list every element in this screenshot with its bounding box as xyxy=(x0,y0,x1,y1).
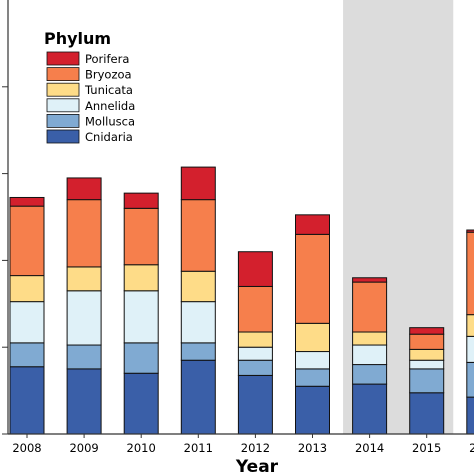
bar-2008-mollusca xyxy=(9,342,45,368)
bar-2009-tunicata xyxy=(66,266,102,292)
x-tick-label-2012: 2012 xyxy=(241,441,270,455)
legend-title: Phylum xyxy=(44,29,111,48)
x-tick-label-2015: 2015 xyxy=(412,441,441,455)
bar-2009-annelida xyxy=(66,290,102,346)
axes xyxy=(2,0,474,438)
bars xyxy=(9,166,474,435)
bar-2013-tunicata xyxy=(295,322,330,353)
bar-2013-annelida xyxy=(295,351,330,370)
bar-2010-porifera xyxy=(123,192,159,209)
bar-2008-annelida xyxy=(9,301,45,344)
x-tick-label-2014: 2014 xyxy=(355,441,384,455)
bar-2014-tunicata xyxy=(352,331,388,346)
bar-2009-cnidaria xyxy=(66,368,102,435)
bar-2015-bryozoa xyxy=(409,333,445,350)
bar-2016-cnidaria xyxy=(466,396,474,435)
bar-2008-bryozoa xyxy=(9,205,45,277)
legend-swatch-tunicata xyxy=(46,82,80,97)
bar-2012-annelida xyxy=(237,346,273,361)
x-tick-labels: 2008200920102011201220132014201520162017… xyxy=(12,441,474,455)
bar-2014-cnidaria xyxy=(352,383,388,435)
x-tick-label-2008: 2008 xyxy=(12,441,41,455)
legend-label-tunicata: Tunicata xyxy=(84,83,133,97)
bar-2012-tunicata xyxy=(237,331,273,348)
bar-2012-cnidaria xyxy=(237,374,273,435)
bar-2008-porifera xyxy=(9,196,45,207)
bar-2016-tunicata xyxy=(466,314,474,337)
x-tick-label-2013: 2013 xyxy=(298,441,327,455)
bar-2015-mollusca xyxy=(409,368,445,394)
bar-2009-bryozoa xyxy=(66,199,102,268)
bar-2011-tunicata xyxy=(180,270,216,303)
legend-swatch-bryozoa xyxy=(46,67,80,81)
x-tick-label-2016: 2016 xyxy=(469,441,474,455)
bar-2014-mollusca xyxy=(352,364,388,385)
bar-2010-bryozoa xyxy=(123,207,159,266)
legend-swatch-mollusca xyxy=(46,114,80,128)
bar-2011-porifera xyxy=(180,166,216,201)
bar-2015-porifera xyxy=(409,327,445,335)
bar-2011-bryozoa xyxy=(180,199,216,272)
bar-2016-annelida xyxy=(466,335,474,363)
bar-2013-bryozoa xyxy=(295,233,330,324)
legend-swatch-porifera xyxy=(46,51,80,66)
bar-2008-cnidaria xyxy=(9,366,45,435)
bar-2011-cnidaria xyxy=(180,359,216,435)
bar-2011-annelida xyxy=(180,301,216,344)
bar-2012-mollusca xyxy=(237,359,273,376)
bar-2015-tunicata xyxy=(409,348,445,361)
bar-2016-bryozoa xyxy=(466,231,474,316)
x-tick-label-2011: 2011 xyxy=(184,441,213,455)
bar-2013-mollusca xyxy=(295,368,330,387)
bar-2014-annelida xyxy=(352,344,388,366)
bar-2012-bryozoa xyxy=(237,285,273,333)
bar-2016-mollusca xyxy=(466,361,474,398)
bar-2008-tunicata xyxy=(9,275,45,303)
legend-label-mollusca: Mollusca xyxy=(85,114,135,128)
legend-label-porifera: Porifera xyxy=(85,52,129,66)
bar-2015-annelida xyxy=(409,359,445,370)
bar-2014-porifera xyxy=(352,277,388,283)
bar-2010-mollusca xyxy=(123,342,159,374)
legend-label-bryozoa: Bryozoa xyxy=(85,68,132,82)
x-tick-label-2009: 2009 xyxy=(69,441,98,455)
legend-swatch-cnidaria xyxy=(46,129,80,144)
bar-2009-porifera xyxy=(66,177,102,201)
legend-label-annelida: Annelida xyxy=(85,99,135,113)
bar-2011-mollusca xyxy=(180,342,216,361)
legend-label-cnidaria: Cnidaria xyxy=(85,130,133,144)
bar-2010-annelida xyxy=(123,290,159,344)
legend-swatch-annelida xyxy=(46,98,80,113)
bar-2015-cnidaria xyxy=(409,392,445,435)
bar-2012-porifera xyxy=(237,251,273,287)
bar-2013-cnidaria xyxy=(295,385,330,435)
bar-2009-mollusca xyxy=(66,344,102,370)
bar-2013-porifera xyxy=(295,214,330,235)
bar-2010-tunicata xyxy=(123,264,159,292)
bar-2010-cnidaria xyxy=(123,372,159,435)
bar-2014-bryozoa xyxy=(352,281,388,333)
x-tick-label-2010: 2010 xyxy=(127,441,156,455)
bar-2016-porifera xyxy=(466,229,474,233)
x-axis-title: Year xyxy=(235,457,279,474)
